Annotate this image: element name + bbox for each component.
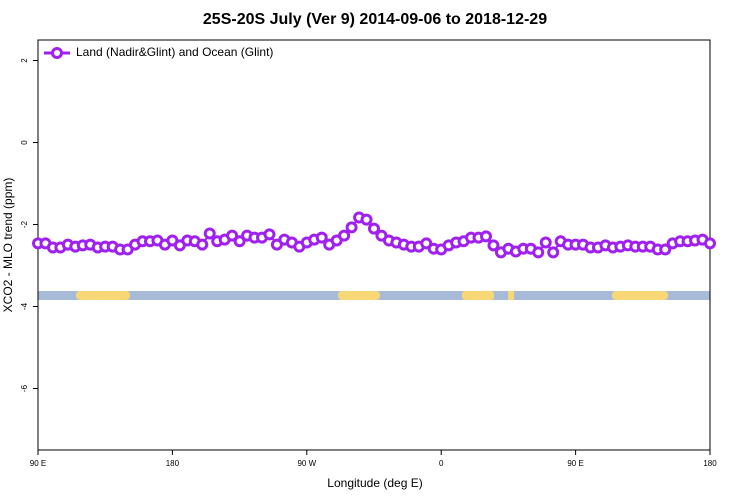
data-point: [338, 229, 351, 242]
x-tick-label: 180: [166, 459, 180, 468]
data-point: [203, 227, 216, 240]
y-tick-label: -2: [20, 220, 29, 228]
chart-title: 25S-20S July (Ver 9) 2014-09-06 to 2018-…: [203, 11, 547, 28]
x-tick-label: 90 E: [30, 459, 46, 468]
data-point: [360, 213, 373, 226]
x-tick-label: 180: [703, 459, 717, 468]
y-tick-label: 0: [20, 140, 29, 145]
data-point: [547, 246, 560, 259]
data-point: [226, 229, 239, 242]
data-point: [487, 239, 500, 252]
data-point: [368, 222, 380, 235]
x-axis-label: Longitude (deg E): [327, 476, 422, 490]
data-point: [539, 236, 552, 249]
legend-marker: [51, 47, 63, 59]
data-point: [233, 235, 246, 248]
y-tick-label: -6: [20, 384, 29, 392]
data-point: [532, 246, 545, 259]
y-axis-label: XCO2 - MLO trend (ppm): [1, 178, 15, 313]
x-tick-label: 0: [439, 459, 444, 468]
land-ocean-mask: [38, 291, 710, 300]
data-point: [263, 228, 276, 241]
data-point: [345, 221, 358, 234]
data-point: [315, 231, 328, 244]
land-patch: [76, 291, 130, 300]
land-patch: [338, 291, 380, 300]
data-point: [480, 230, 492, 243]
data-point: [420, 237, 433, 250]
land-patch: [508, 291, 514, 300]
land-patch: [462, 291, 494, 300]
x-tick-label: 90 W: [297, 459, 316, 468]
data-point: [196, 238, 209, 251]
x-tick-label: 90 E: [567, 459, 583, 468]
y-tick-label: -4: [20, 302, 29, 310]
legend-label: Land (Nadir&Glint) and Ocean (Glint): [76, 45, 273, 59]
y-tick-label: 2: [20, 58, 29, 63]
land-patch: [612, 291, 668, 300]
data-point: [659, 243, 672, 256]
data-point: [704, 237, 716, 250]
